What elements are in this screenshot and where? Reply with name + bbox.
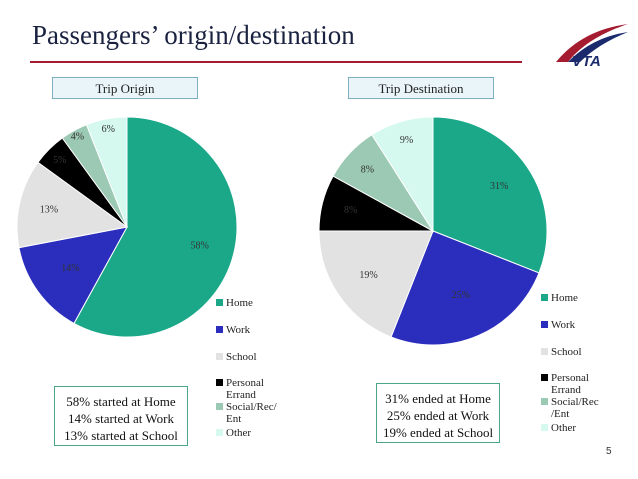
origin-summary-box: 58% started at Home 14% started at Work … (54, 386, 188, 446)
origin-legend-swatch (216, 379, 223, 386)
page-number: 5 (606, 446, 612, 457)
destination-slice (371, 116, 434, 233)
origin-value-label: 14% (61, 263, 79, 274)
destination-legend-label: Home (551, 292, 578, 304)
origin-chart-title: Trip Origin (52, 77, 198, 99)
destination-legend-swatch (541, 321, 548, 328)
destination-slice (390, 230, 540, 346)
destination-summary-line: 19% ended at School (382, 425, 494, 440)
origin-legend: Home Work School Personal Errand Social/Rec/E… (216, 297, 296, 447)
origin-value-label: 4% (71, 132, 84, 143)
origin-legend-label: Personal Errand (226, 377, 264, 401)
origin-slice (18, 226, 128, 325)
destination-value-label: 19% (359, 270, 377, 281)
origin-value-label: 6% (102, 124, 115, 135)
origin-legend-label: School (226, 351, 257, 363)
logo-swoosh-red (556, 24, 628, 62)
origin-legend-swatch (216, 326, 223, 333)
destination-slice (432, 116, 548, 274)
vta-logo: VTA (556, 24, 628, 68)
destination-slice (318, 230, 434, 338)
destination-summary-line: 25% ended at Work (386, 408, 490, 423)
destination-legend-swatch (541, 374, 548, 381)
origin-slice (16, 161, 129, 249)
origin-summary-line: 14% started at Work (68, 411, 174, 426)
logo-swoosh-navy (568, 32, 628, 62)
origin-value-label: 5% (53, 155, 66, 166)
origin-summary-line: 58% started at Home (66, 394, 176, 409)
destination-value-label: 9% (400, 135, 413, 146)
destination-legend-swatch (541, 294, 548, 301)
destination-legend-label: Social/Rec/Ent (551, 396, 599, 420)
origin-legend-swatch (216, 403, 223, 410)
destination-legend-label: Other (551, 422, 577, 434)
destination-legend-swatch (541, 348, 548, 355)
destination-summary-line: 31% ended at Home (385, 391, 491, 406)
destination-legend: Home Work School Personal Errand Social/Rec/E… (541, 292, 621, 442)
origin-legend-label: Home (226, 297, 253, 309)
origin-legend-swatch (216, 353, 223, 360)
origin-legend-swatch (216, 299, 223, 306)
origin-value-label: 58% (190, 241, 208, 252)
origin-summary-line: 13% started at School (64, 428, 178, 443)
destination-value-label: 8% (361, 164, 374, 175)
destination-value-label: 8% (344, 205, 357, 216)
origin-slice (73, 116, 238, 338)
destination-legend-swatch (541, 398, 548, 405)
slide-title: Passengers’ origin/destination (32, 20, 355, 50)
destination-legend-label: Personal Errand (551, 372, 589, 396)
origin-legend-label: Social/Rec/Ent (226, 401, 277, 425)
origin-legend-label: Other (226, 427, 252, 439)
destination-chart-title: Trip Destination (348, 77, 494, 99)
destination-summary-box: 31% ended at Home 25% ended at Work 19% … (376, 383, 500, 443)
destination-value-label: 25% (452, 290, 470, 301)
title-divider (30, 61, 522, 63)
origin-pie-chart: 58% 14% 13% 5% 4% 6% (16, 116, 238, 338)
origin-legend-label: Work (226, 324, 251, 336)
origin-slice (85, 116, 128, 228)
logo-text: VTA (572, 53, 601, 68)
destination-legend-swatch (541, 424, 548, 431)
destination-pie-chart: 31% 25% 19% 8% 8% 9% (318, 116, 548, 346)
destination-value-label: 31% (490, 181, 508, 192)
origin-legend-swatch (216, 429, 223, 436)
origin-value-label: 13% (40, 205, 58, 216)
destination-legend-label: Work (551, 319, 576, 331)
destination-legend-label: School (551, 346, 582, 358)
